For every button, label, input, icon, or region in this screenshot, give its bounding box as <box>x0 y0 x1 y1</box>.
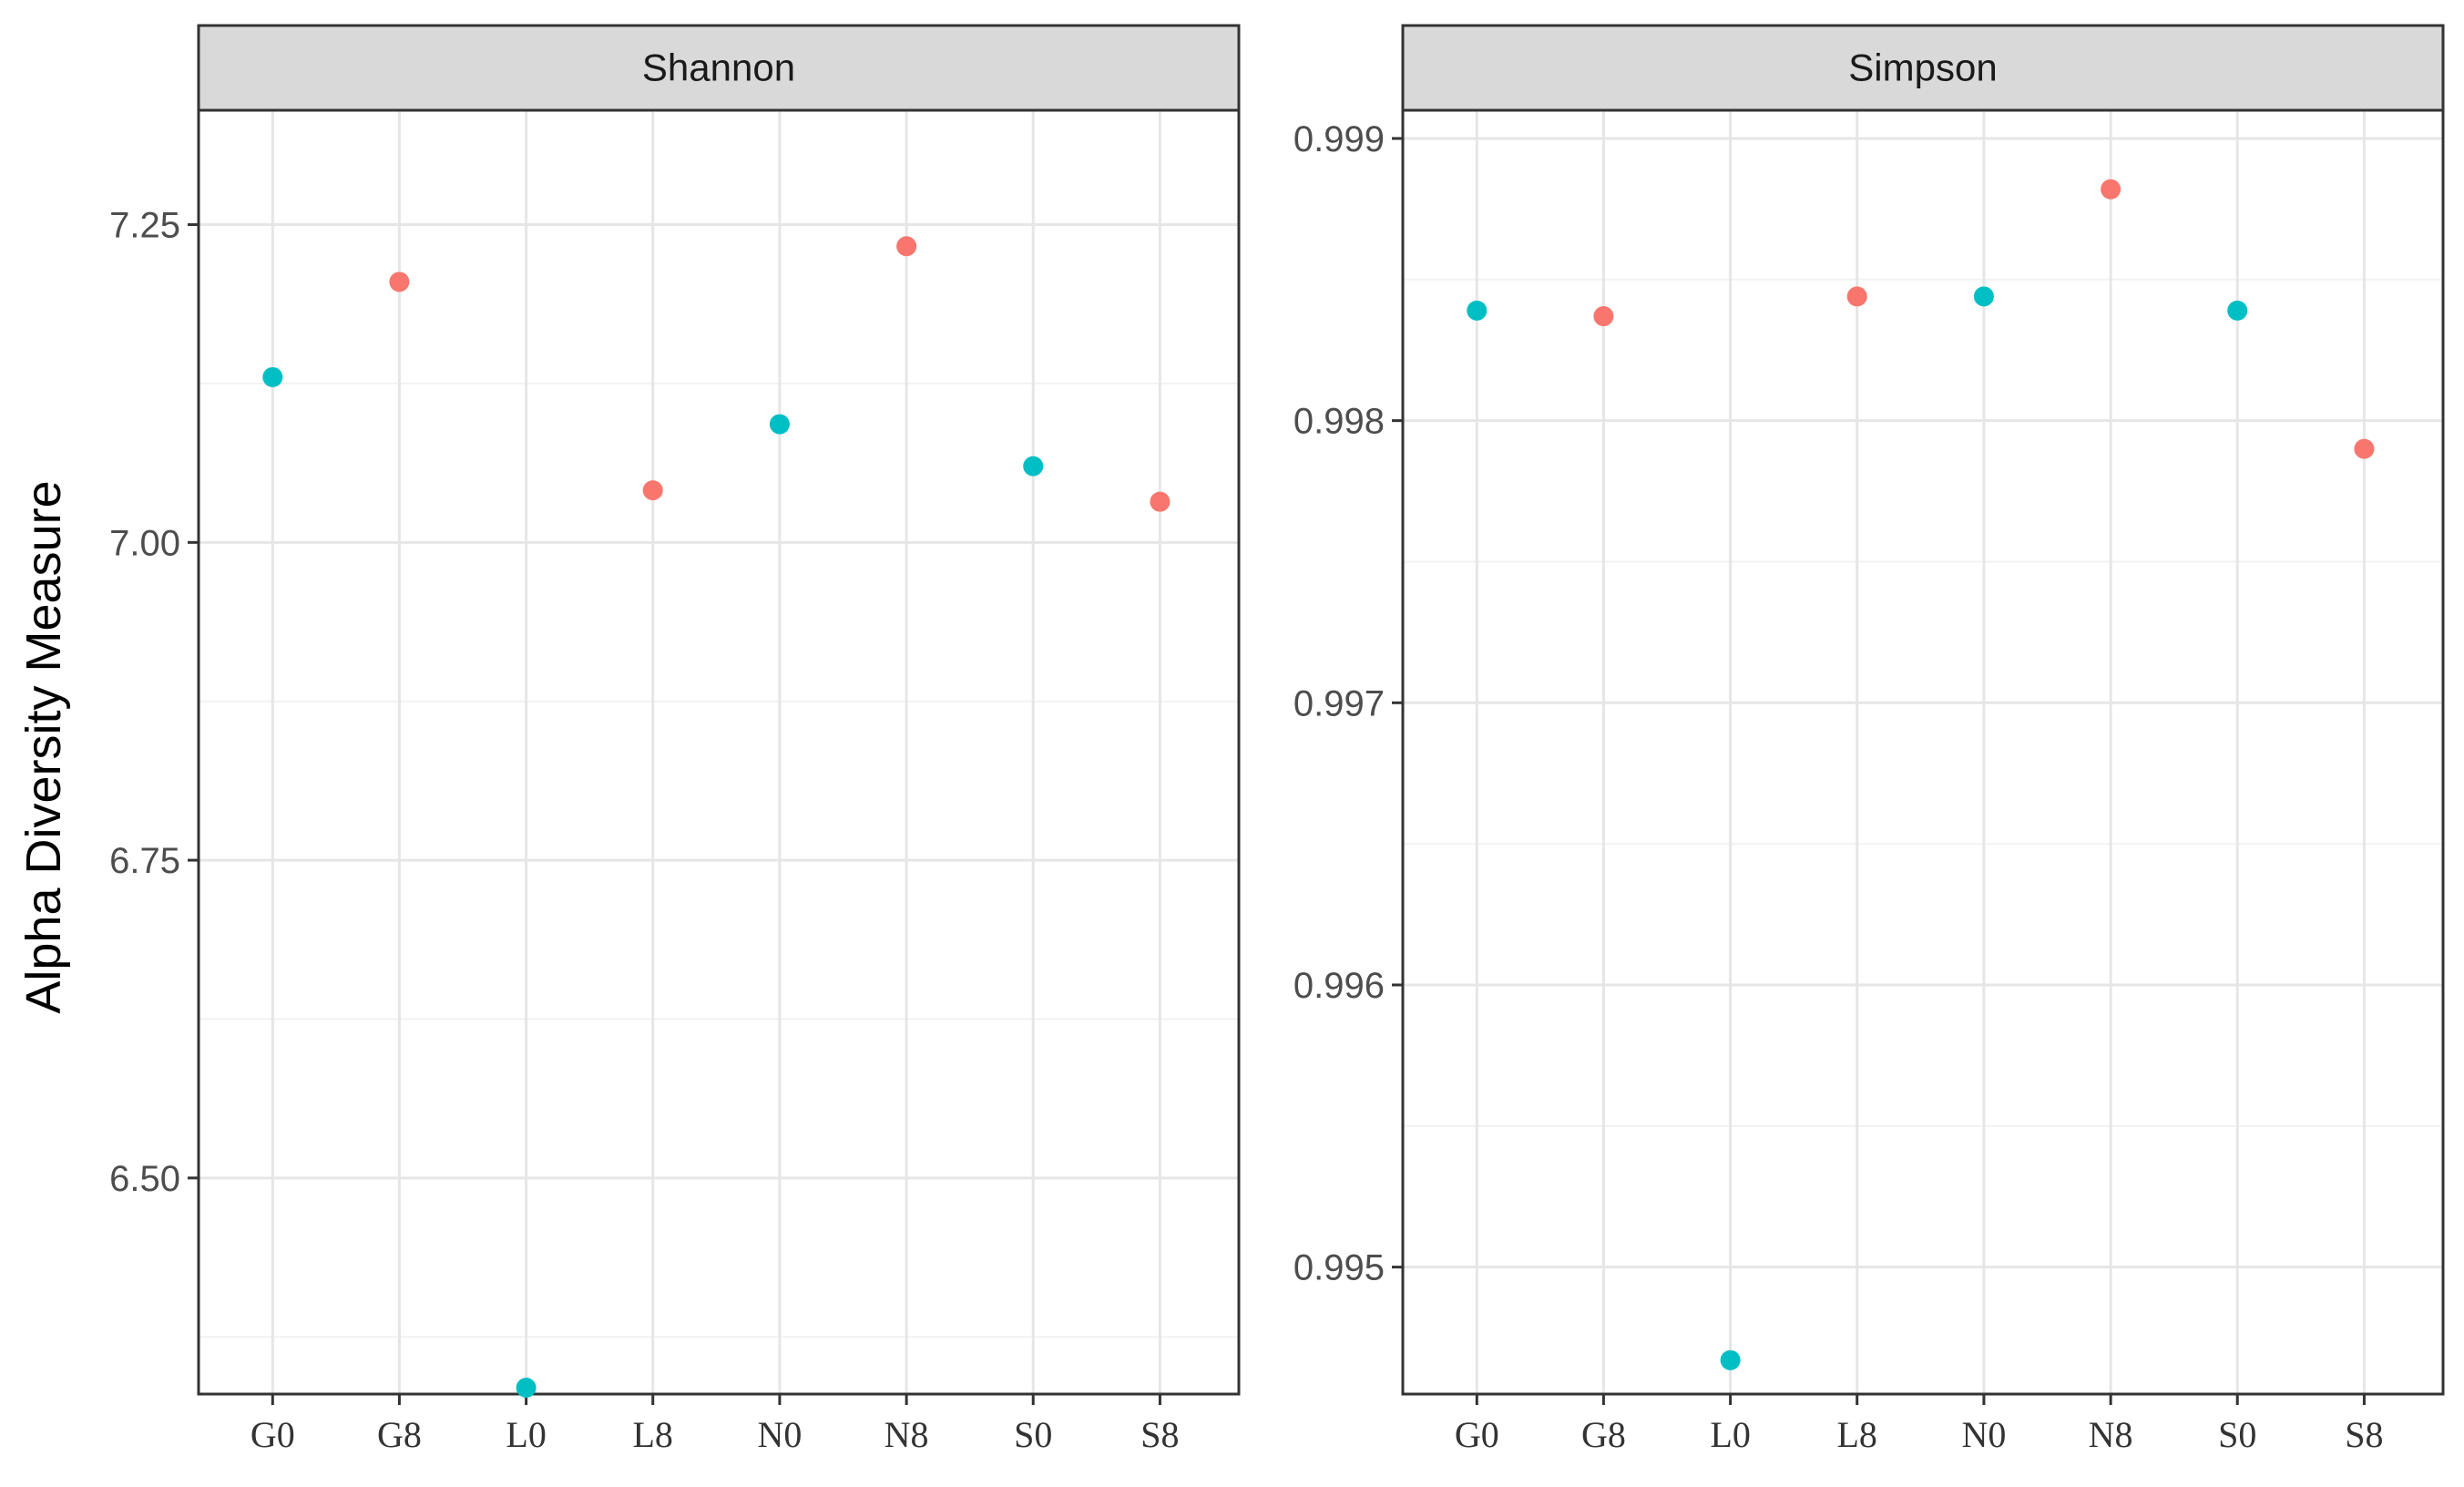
shannon-point-l8 <box>642 480 663 501</box>
simpson-point-g0 <box>1467 300 1488 321</box>
simpson-x-tick-label: L0 <box>1710 1414 1750 1455</box>
simpson-y-tick-label: 0.995 <box>1293 1248 1385 1288</box>
shannon-x-tick-label: G8 <box>377 1414 422 1455</box>
simpson-x-tick-label: S0 <box>2218 1414 2256 1455</box>
simpson-point-n8 <box>2101 179 2121 200</box>
shannon-point-s0 <box>1023 456 1044 477</box>
simpson-point-g8 <box>1593 306 1614 327</box>
simpson-panel-border <box>1401 108 2445 1396</box>
simpson-y-tick-label: 0.998 <box>1293 402 1385 442</box>
simpson-y-tick-label: 0.999 <box>1293 119 1385 159</box>
simpson-x-tick-label: N0 <box>1961 1414 2006 1455</box>
y-axis-label: Alpha Diversity Measure <box>16 480 71 1013</box>
shannon-y-tick-label: 6.75 <box>109 841 180 881</box>
shannon-point-n8 <box>896 236 917 257</box>
simpson-x-tick-label: G0 <box>1455 1414 1499 1455</box>
simpson-x-tick-label: L8 <box>1836 1414 1876 1455</box>
shannon-x-tick-label: L8 <box>632 1414 672 1455</box>
simpson-y-tick-label: 0.996 <box>1293 966 1385 1006</box>
simpson-strip-label: Simpson <box>1848 46 1997 89</box>
simpson-x-tick-label: G8 <box>1581 1414 1626 1455</box>
shannon-point-l0 <box>516 1378 537 1399</box>
simpson-point-s0 <box>2227 300 2248 321</box>
shannon-y-tick-label: 6.50 <box>109 1159 180 1199</box>
shannon-panel-border <box>197 108 1241 1396</box>
shannon-y-tick-label: 7.25 <box>109 206 180 246</box>
shannon-point-s8 <box>1150 491 1171 512</box>
shannon-x-tick-label: S8 <box>1140 1414 1179 1455</box>
simpson-point-s8 <box>2354 438 2375 459</box>
simpson-y-tick-label: 0.997 <box>1293 683 1385 723</box>
shannon-point-n0 <box>769 414 790 435</box>
simpson-point-l0 <box>1720 1349 1741 1370</box>
shannon-x-tick-label: S0 <box>1014 1414 1052 1455</box>
simpson-strip <box>1401 24 2445 112</box>
shannon-x-tick-label: N8 <box>884 1414 929 1455</box>
shannon-y-tick-label: 7.00 <box>109 523 180 563</box>
shannon-strip-label: Shannon <box>642 46 795 89</box>
simpson-point-l8 <box>1846 286 1867 307</box>
shannon-x-tick-label: G0 <box>250 1414 295 1455</box>
shannon-x-tick-label: N0 <box>757 1414 802 1455</box>
simpson-x-tick-label: N8 <box>2089 1414 2133 1455</box>
shannon-x-tick-label: L0 <box>506 1414 546 1455</box>
simpson-point-n0 <box>1973 286 1994 307</box>
shannon-panel-background <box>199 110 1239 1394</box>
shannon-point-g0 <box>262 366 283 387</box>
shannon-point-g8 <box>389 272 410 292</box>
simpson-panel-background <box>1403 110 2443 1394</box>
simpson-x-tick-label: S8 <box>2345 1414 2383 1455</box>
